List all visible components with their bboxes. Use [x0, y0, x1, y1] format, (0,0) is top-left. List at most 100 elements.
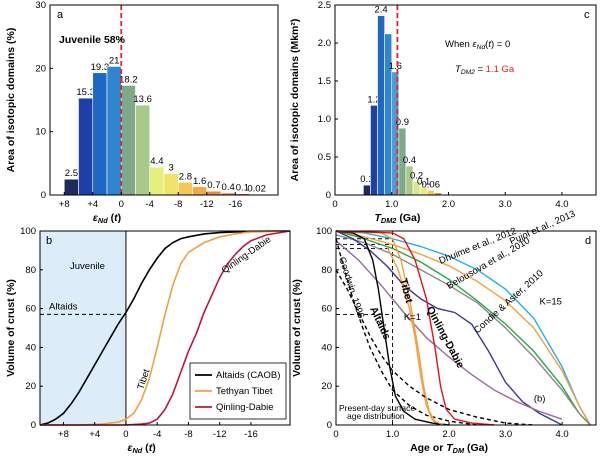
ytick-label-d-5: 100 — [316, 226, 332, 237]
ytick-label-a-1: 10 — [35, 127, 46, 138]
bar-a-2 — [92, 72, 108, 196]
bar-c-0 — [363, 184, 371, 196]
bar-label-a-8: 2.8 — [179, 171, 192, 182]
label-b-series: (b) — [534, 394, 546, 405]
xlabel-c: TDM2​ (Ga) — [374, 212, 420, 225]
xtick-label-d-1: 1.0 — [386, 429, 399, 440]
bar-c-9 — [426, 190, 435, 196]
series-d-5 — [335, 240, 563, 420]
ytick-label-a-0: 0 — [41, 190, 46, 201]
xtick-label-c-1: 1.0 — [385, 199, 398, 210]
bar-a-3 — [106, 66, 122, 196]
xtick-label-a-0: +8 — [59, 199, 70, 210]
ytick-label-d-3: 60 — [321, 304, 332, 315]
panel-letter-a: a — [57, 9, 64, 21]
frame-b — [39, 230, 291, 426]
xtick-label-a-6: -16 — [228, 199, 242, 210]
bar-c-1 — [370, 105, 378, 196]
label-k1: K=1 — [404, 312, 421, 323]
ylabel-d: Volume of crust (%) — [291, 279, 303, 377]
bar-label-a-4: 18.2 — [119, 74, 138, 85]
panel-c: 0.11.22.41.60.90.40.20.10.060 1.0 2.0 3.0 4.… — [289, 0, 597, 225]
series-d-1 — [335, 230, 591, 426]
series-d-3 — [335, 234, 591, 426]
bar-label-c-8: 0.1 — [417, 176, 430, 187]
ylabel-b: Volume of crust (%) — [5, 279, 17, 377]
series-d-2 — [335, 230, 591, 426]
label-tibet: Tibet — [397, 277, 415, 305]
legend-label-b-1: Tethyan Tibet — [216, 386, 273, 397]
bar-label-a-5: 13.6 — [133, 94, 152, 105]
bar-label-a-13: 0.02 — [247, 183, 266, 194]
ytick-label-b-5: 100 — [20, 226, 36, 237]
series-d-0 — [335, 230, 591, 426]
series-b-1 — [40, 230, 291, 426]
ytick-label-a-2: 20 — [35, 63, 46, 74]
bar-label-a-9: 1.6 — [193, 176, 206, 187]
series-b-2 — [40, 230, 291, 426]
bar-label-c-7: 0.2 — [410, 170, 423, 181]
bar-a-9 — [192, 186, 208, 196]
ytick-label-b-1: 20 — [25, 381, 36, 392]
series-d-11 — [335, 230, 495, 426]
ytick-label-d-1: 20 — [321, 381, 332, 392]
bar-label-a-10: 0.7 — [207, 180, 220, 191]
xlabel-a: εNd​ (t) — [93, 212, 121, 225]
bar-label-c-0: 0.1 — [360, 174, 373, 185]
bar-label-a-0: 2.5 — [65, 168, 78, 179]
juvenile-label-b: Juvenile — [70, 261, 105, 272]
bar-c-3 — [384, 33, 393, 196]
ytick-label-d-0: 0 — [327, 420, 332, 431]
xtick-label-c-0: 0 — [332, 199, 337, 210]
series-b-0 — [39, 230, 291, 426]
panel-letter-b: b — [46, 235, 52, 247]
label-qinling: Qinling-Dabie — [424, 304, 467, 370]
bar-label-a-2: 19.3 — [91, 62, 110, 73]
bar-label-c-5: 0.9 — [396, 117, 409, 128]
xtick-label-c-2: 2.0 — [442, 199, 455, 210]
frame-d — [335, 230, 597, 426]
ylabel-c: Area of isotopic domains (Mkm²) — [289, 19, 301, 182]
series-d-6 — [386, 246, 439, 426]
series-d-8 — [335, 238, 478, 426]
bar-label-c-2: 2.4 — [374, 5, 387, 16]
panel-letter-d: d — [585, 235, 591, 247]
juvenile-region — [40, 231, 126, 425]
panel-letter-c: c — [584, 9, 590, 21]
bar-label-c-1: 1.2 — [367, 94, 380, 105]
ytick-label-b-3: 60 — [25, 304, 36, 315]
xtick-label-d-2: 2.0 — [442, 429, 455, 440]
ytick-label-b-4: 80 — [25, 265, 36, 276]
series-d-9 — [335, 230, 450, 426]
bar-label-a-11: 0.4 — [222, 182, 235, 193]
xlabel-d: Age or TDM​ (Ga) — [410, 442, 488, 455]
annotation-c-1: When εNd​(t) = 0 — [445, 39, 510, 51]
xtick-label-b-1: +4 — [89, 429, 100, 440]
xtick-label-a-1: +4 — [87, 199, 98, 210]
legend-label-b-2: Qinling-Dabie — [216, 402, 274, 413]
annotation-juvenile-a: Juvenile 58% — [59, 34, 126, 46]
ytick-label-c-4: 2.0 — [318, 38, 331, 49]
xtick-label-a-5: -12 — [200, 199, 214, 210]
bar-label-c-4: 1.6 — [389, 61, 402, 72]
ytick-label-b-2: 40 — [25, 342, 36, 353]
panel-b: +8 +4 0 -4 -8 -12 -16 0 20 40 60 80 100 εNd​ (t) Volum… — [5, 226, 291, 455]
frame-a — [49, 4, 279, 196]
xtick-label-b-6: -16 — [244, 429, 258, 440]
frame-c — [334, 4, 597, 196]
bar-label-a-1: 15.3 — [76, 87, 95, 98]
xtick-label-c-3: 3.0 — [499, 199, 512, 210]
legend-label-b-0: Altaids (CAOB) — [216, 370, 280, 381]
bar-label-a-12: 0.1 — [236, 183, 249, 194]
bar-c-2 — [377, 15, 385, 196]
bar-a-10 — [206, 190, 222, 196]
ytick-label-c-0: 0 — [326, 190, 331, 201]
xtick-label-a-3: -4 — [146, 199, 154, 210]
ytick-label-d-2: 40 — [321, 342, 332, 353]
bar-a-5 — [135, 104, 151, 196]
xtick-label-d-0: 0 — [333, 429, 338, 440]
bar-a-8 — [177, 182, 193, 196]
label-condie: Condie & Aster, 2010 — [472, 268, 546, 336]
xtick-label-b-2: 0 — [123, 429, 128, 440]
